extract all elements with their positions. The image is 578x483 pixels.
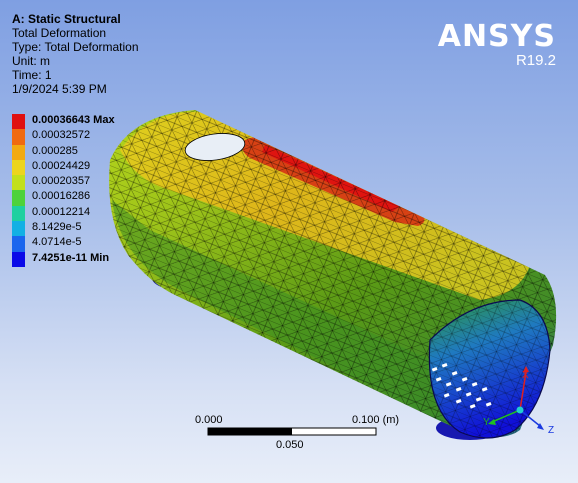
analysis-system-name: A: Static Structural: [12, 12, 121, 26]
legend-color-swatch: [12, 221, 25, 237]
result-time: Time: 1: [12, 68, 52, 82]
ansys-logo: ANSYS R19.2: [438, 22, 556, 70]
legend-value-label: 0.00036643 Max: [32, 114, 115, 126]
triad-x-axis: [519, 371, 527, 411]
result-type: Type: Total Deformation: [12, 40, 139, 54]
legend-color-swatch: [12, 190, 25, 206]
legend-value-label: 0.000285: [32, 144, 78, 157]
legend-color-swatch: [12, 175, 25, 191]
legend-value-label: 0.00016286: [32, 190, 91, 203]
result-timestamp: 1/9/2024 5:39 PM: [12, 82, 107, 96]
scale-left-label: 0.000: [195, 414, 223, 426]
triad-z-axis: [519, 409, 541, 427]
tube-open-end: [428, 299, 551, 439]
legend-value-label: 0.00012214: [32, 205, 91, 218]
legend-color-swatch: [12, 236, 25, 252]
scale-mid-label: 0.050: [276, 439, 304, 451]
triad-y-axis: [491, 409, 521, 423]
scale-right-label: 0.100 (m): [352, 414, 399, 426]
triad-x-arrow-icon: [523, 366, 529, 372]
triad-x-label: X: [522, 370, 529, 381]
result-info-block: A: Static Structural Total Deformation T…: [12, 12, 139, 96]
legend-color-swatch: [12, 129, 25, 145]
legend-value-label: 0.00032572: [32, 129, 91, 142]
legend-color-swatch: [12, 159, 25, 176]
triad-y-label: Y: [483, 417, 490, 428]
triad-origin-icon: [516, 406, 524, 414]
ansys-version: R19.2: [515, 52, 556, 69]
legend-value-label: 0.00020357: [32, 175, 91, 188]
result-name: Total Deformation: [12, 26, 107, 40]
ansys-logo-text: ANSYS: [437, 19, 556, 54]
top-opening: [184, 133, 246, 161]
legend-color-swatch: [12, 114, 25, 130]
legend-value-label: 7.4251e-11 Min: [32, 251, 110, 264]
triad-y-arrow-icon: [488, 419, 496, 425]
result-unit: Unit: m: [12, 54, 51, 68]
coordinate-triad[interactable]: X Y Z: [483, 366, 554, 436]
scale-bar-half: [208, 428, 292, 435]
legend-value-label: 0.00024429: [32, 159, 91, 172]
legend-value-label: 4.0714e-5: [32, 236, 82, 249]
triad-z-arrow-icon: [537, 423, 544, 430]
legend-color-swatch: [12, 251, 25, 267]
legend-value-label: 8.1429e-5: [32, 221, 82, 234]
legend-color-swatch: [12, 205, 25, 222]
triad-z-label: Z: [548, 425, 554, 436]
legend-color-swatch: [12, 144, 25, 160]
